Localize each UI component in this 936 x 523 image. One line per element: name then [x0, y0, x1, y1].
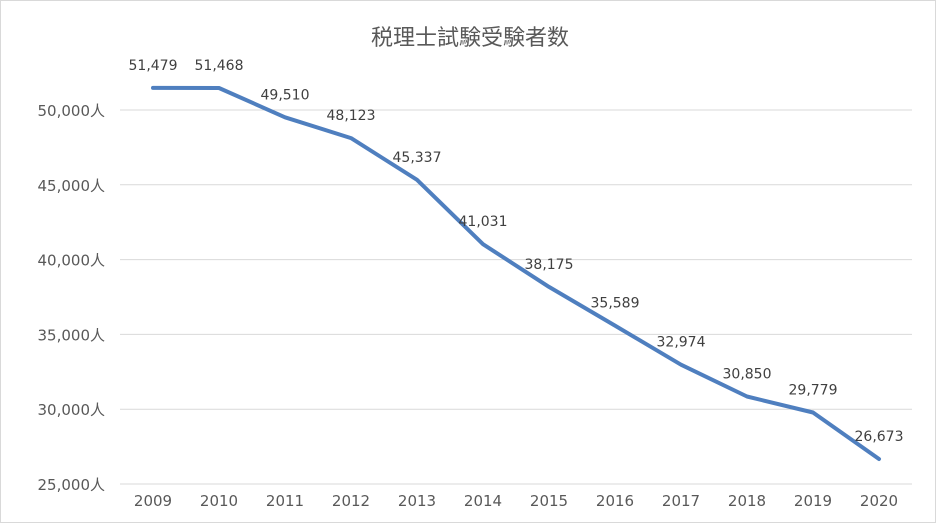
x-tick-label: 2013 — [398, 492, 436, 510]
y-tick-label: 35,000人 — [38, 326, 106, 344]
series-line-group — [151, 85, 881, 461]
data-label: 41,031 — [459, 214, 508, 230]
chart-title: 税理士試験受験者数 — [371, 26, 569, 51]
data-label: 29,779 — [789, 383, 838, 399]
series-line — [151, 85, 881, 461]
data-label: 45,337 — [393, 150, 442, 166]
y-tick-label: 25,000人 — [38, 476, 106, 494]
x-tick-label: 2011 — [266, 492, 304, 510]
y-tick-label: 45,000人 — [38, 177, 106, 195]
data-label: 49,510 — [261, 87, 310, 103]
data-labels: 51,479 51,468 49,510 48,123 45,337 41,031 38,1… — [129, 58, 904, 445]
x-tick-label: 2019 — [794, 492, 832, 510]
data-label: 51,468 — [195, 58, 244, 74]
y-axis-ticks: 25,000人 30,000人 35,000人 40,000人 45,000人 50,00… — [38, 102, 106, 494]
x-tick-label: 2017 — [662, 492, 700, 510]
data-label: 26,673 — [855, 429, 904, 445]
x-tick-label: 2020 — [860, 492, 898, 510]
data-label: 30,850 — [723, 366, 772, 382]
x-axis-ticks: 2009 2010 2011 2012 2013 2014 2015 2016 2017 2018… — [134, 492, 898, 510]
x-tick-label: 2012 — [332, 492, 370, 510]
data-label: 51,479 — [129, 58, 178, 74]
data-label: 35,589 — [591, 296, 640, 312]
gridlines — [120, 109, 912, 485]
data-label: 48,123 — [327, 108, 376, 124]
x-tick-label: 2010 — [200, 492, 238, 510]
x-tick-label: 2018 — [728, 492, 766, 510]
x-tick-label: 2016 — [596, 492, 634, 510]
y-tick-label: 30,000人 — [38, 401, 106, 419]
y-tick-label: 40,000人 — [38, 252, 106, 270]
x-tick-label: 2014 — [464, 492, 502, 510]
x-tick-label: 2015 — [530, 492, 568, 510]
x-tick-label: 2009 — [134, 492, 172, 510]
data-label: 38,175 — [525, 257, 574, 273]
y-tick-label: 50,000人 — [38, 102, 106, 120]
data-label: 32,974 — [657, 335, 706, 351]
